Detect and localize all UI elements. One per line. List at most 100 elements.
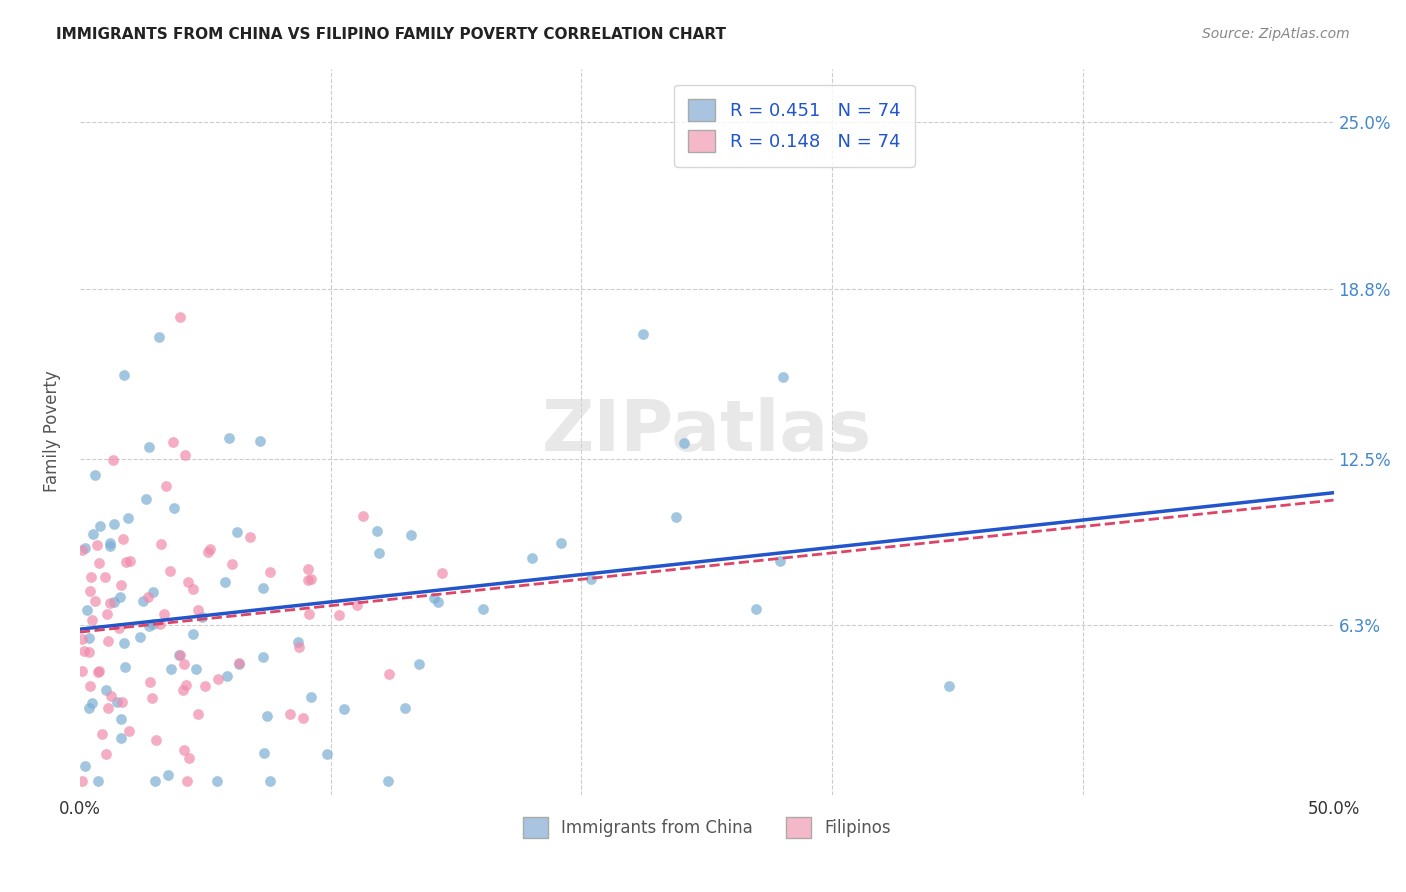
Point — [90, 727, 112, 741]
Point — [72, 542, 94, 557]
Point — [221, 557, 243, 571]
Point — [228, 656, 250, 670]
Point — [111, 533, 134, 547]
Point — [110, 712, 132, 726]
Point — [938, 679, 960, 693]
Point — [252, 581, 274, 595]
Point — [87, 556, 110, 570]
Point — [191, 610, 214, 624]
Point — [472, 601, 495, 615]
Point — [103, 594, 125, 608]
Point — [218, 431, 240, 445]
Point — [550, 536, 572, 550]
Point — [259, 774, 281, 789]
Point — [581, 572, 603, 586]
Point — [197, 545, 219, 559]
Point — [207, 672, 229, 686]
Point — [79, 701, 101, 715]
Point — [408, 657, 430, 672]
Point — [259, 565, 281, 579]
Point — [108, 621, 131, 635]
Point — [366, 524, 388, 538]
Text: Source: ZipAtlas.com: Source: ZipAtlas.com — [1202, 27, 1350, 41]
Point — [328, 607, 350, 622]
Point — [187, 706, 209, 721]
Point — [177, 575, 200, 590]
Point — [142, 585, 165, 599]
Point — [94, 747, 117, 761]
Point — [631, 326, 654, 341]
Point — [141, 690, 163, 705]
Point — [84, 467, 107, 482]
Point — [377, 774, 399, 789]
Point — [115, 555, 138, 569]
Point — [297, 561, 319, 575]
Point — [352, 508, 374, 523]
Point — [333, 701, 356, 715]
Point — [401, 528, 423, 542]
Y-axis label: Family Poverty: Family Poverty — [44, 371, 60, 492]
Point — [98, 540, 121, 554]
Point — [315, 747, 337, 762]
Point — [79, 584, 101, 599]
Point — [98, 535, 121, 549]
Point — [159, 564, 181, 578]
Point — [150, 537, 173, 551]
Point — [287, 635, 309, 649]
Point — [145, 733, 167, 747]
Point — [346, 598, 368, 612]
Point — [139, 675, 162, 690]
Point — [73, 541, 96, 555]
Point — [72, 632, 94, 646]
Point — [110, 578, 132, 592]
Point — [108, 590, 131, 604]
Point — [135, 491, 157, 506]
Point — [169, 648, 191, 662]
Point — [155, 479, 177, 493]
Point — [143, 774, 166, 789]
Point — [149, 616, 172, 631]
Point — [112, 636, 135, 650]
Point — [377, 666, 399, 681]
Point — [745, 602, 768, 616]
Point — [427, 595, 450, 609]
Point — [82, 527, 104, 541]
Point — [198, 542, 221, 557]
Point — [96, 607, 118, 622]
Point — [129, 630, 152, 644]
Point — [112, 368, 135, 382]
Point — [153, 607, 176, 621]
Point — [97, 634, 120, 648]
Point — [117, 511, 139, 525]
Point — [181, 627, 204, 641]
Point — [252, 649, 274, 664]
Point — [228, 657, 250, 672]
Point — [423, 591, 446, 605]
Point — [100, 689, 122, 703]
Point — [298, 607, 321, 622]
Point — [520, 550, 543, 565]
Point — [187, 603, 209, 617]
Point — [430, 566, 453, 581]
Point — [368, 546, 391, 560]
Point — [205, 774, 228, 789]
Point — [77, 645, 100, 659]
Point — [183, 582, 205, 596]
Point — [73, 759, 96, 773]
Point — [114, 659, 136, 673]
Point — [249, 434, 271, 448]
Point — [97, 700, 120, 714]
Point — [136, 590, 159, 604]
Point — [138, 619, 160, 633]
Point — [80, 613, 103, 627]
Point — [98, 596, 121, 610]
Point — [176, 774, 198, 789]
Point — [256, 709, 278, 723]
Point — [118, 554, 141, 568]
Point — [118, 724, 141, 739]
Point — [83, 594, 105, 608]
Point — [394, 701, 416, 715]
Point — [72, 665, 94, 679]
Point — [73, 644, 96, 658]
Point — [80, 696, 103, 710]
